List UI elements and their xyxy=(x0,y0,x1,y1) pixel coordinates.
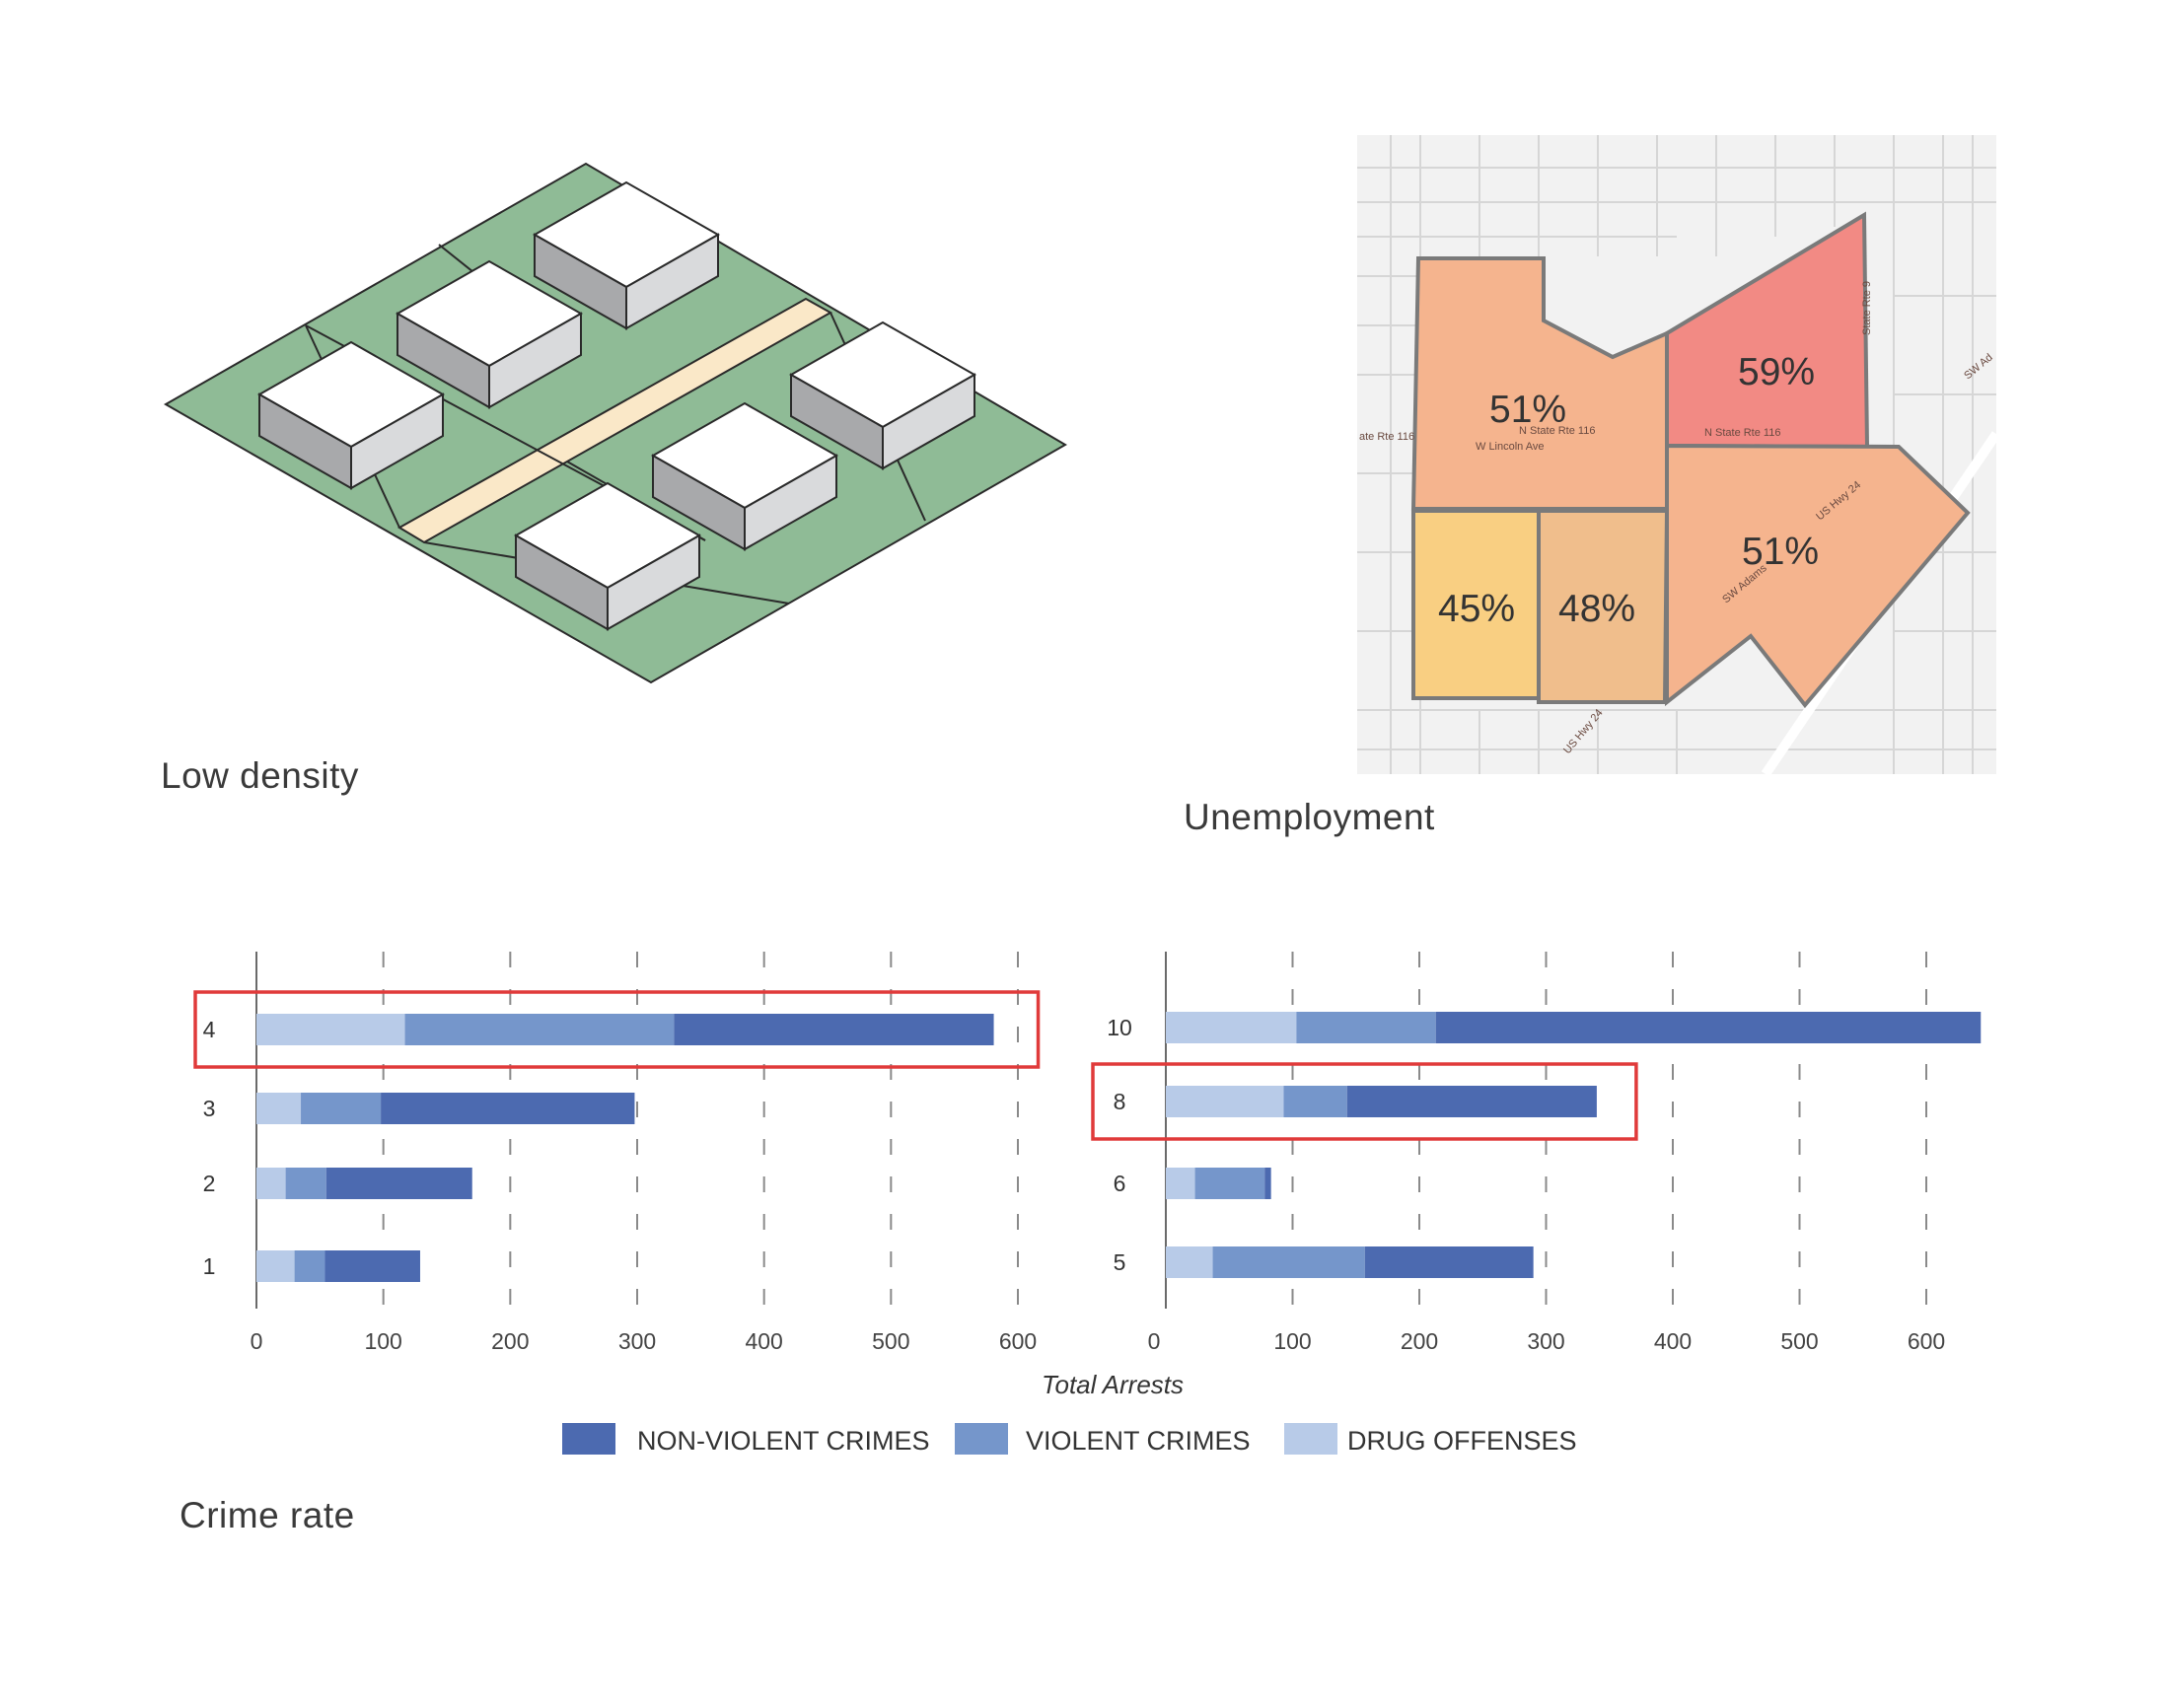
unemployment-map: 51% 59% 51% 45% 48% N State Rte 116 W Li… xyxy=(1357,135,2001,777)
x-tick-label: 100 xyxy=(1273,1328,1311,1354)
x-tick-label: 500 xyxy=(872,1328,909,1354)
x-tick-label: 100 xyxy=(364,1328,401,1354)
x-tick-label: 300 xyxy=(1527,1328,1564,1354)
bar-segment xyxy=(325,1250,420,1282)
x-tick-label: 400 xyxy=(745,1328,782,1354)
x-tick-label: 300 xyxy=(618,1328,656,1354)
building xyxy=(256,340,446,490)
zone-value: 45% xyxy=(1438,588,1515,630)
road-label: N State Rte 116 xyxy=(1519,425,1595,437)
x-tick-label: 0 xyxy=(1148,1328,1161,1354)
building xyxy=(395,259,584,409)
legend-label: DRUG OFFENSES xyxy=(1347,1426,1577,1456)
building xyxy=(650,401,839,551)
bar-segment xyxy=(1166,1012,1297,1043)
low-density-illustration xyxy=(163,162,1067,684)
legend-label: VIOLENT CRIMES xyxy=(1026,1426,1251,1456)
category-label: 3 xyxy=(203,1096,216,1121)
x-tick-label: 0 xyxy=(251,1328,263,1354)
x-tick-label: 200 xyxy=(491,1328,529,1354)
bar-segment xyxy=(256,1168,286,1199)
category-label: 4 xyxy=(203,1017,216,1042)
category-label: 10 xyxy=(1107,1015,1132,1040)
x-tick-label: 200 xyxy=(1401,1328,1438,1354)
bar-segment xyxy=(325,1168,472,1199)
bar-segment xyxy=(1166,1168,1195,1199)
x-tick-label: 600 xyxy=(999,1328,1037,1354)
road-label: W Lincoln Ave xyxy=(1476,441,1545,453)
x-axis-title: Total Arrests xyxy=(1042,1370,1184,1399)
x-tick-label: 600 xyxy=(1908,1328,1945,1354)
bar-segment xyxy=(1364,1246,1534,1278)
bar-segment xyxy=(256,1093,302,1124)
zone-value: 59% xyxy=(1738,351,1815,393)
category-label: 5 xyxy=(1114,1249,1126,1275)
bar-segment xyxy=(256,1250,295,1282)
bar-segment xyxy=(301,1093,382,1124)
zone-value: 51% xyxy=(1489,389,1566,431)
bar-segment xyxy=(674,1014,994,1045)
zone-south-central xyxy=(1537,509,1670,704)
crime-chart-left: 0 100 200 300 400 500 600 4 3 2 1 xyxy=(193,952,1041,1354)
building xyxy=(513,481,702,631)
building xyxy=(532,180,721,330)
bar-segment xyxy=(404,1014,675,1045)
category-label: 1 xyxy=(203,1253,216,1279)
legend-swatch xyxy=(1284,1423,1337,1455)
crime-chart-right: 0 100 200 300 400 500 600 10 8 6 5 xyxy=(1091,952,1982,1354)
legend: NON-VIOLENT CRIMES VIOLENT CRIMES DRUG O… xyxy=(562,1423,1577,1456)
bar-segment xyxy=(1166,1086,1284,1117)
bar-segment xyxy=(1296,1012,1436,1043)
crime-rate-caption: Crime rate xyxy=(180,1495,355,1535)
bar-segment xyxy=(1283,1086,1347,1117)
road-label: ate Rte 116 xyxy=(1359,431,1414,443)
bar-segment xyxy=(294,1250,325,1282)
highlight-box xyxy=(1091,1062,1638,1141)
bar-segment xyxy=(381,1093,635,1124)
zone-value: 51% xyxy=(1742,531,1819,573)
road-label: N State Rte 116 xyxy=(1704,427,1780,439)
bar-segment xyxy=(256,1014,405,1045)
unemployment-caption: Unemployment xyxy=(1184,797,1435,837)
building xyxy=(788,320,977,470)
density-caption: Low density xyxy=(161,755,359,796)
category-label: 2 xyxy=(203,1171,216,1196)
x-tick-label: 500 xyxy=(1780,1328,1818,1354)
legend-swatch xyxy=(562,1423,615,1455)
legend-swatch xyxy=(955,1423,1008,1455)
bar-segment xyxy=(1212,1246,1365,1278)
bar-segment xyxy=(285,1168,326,1199)
legend-label: NON-VIOLENT CRIMES xyxy=(637,1426,930,1456)
zone-value: 48% xyxy=(1558,588,1635,630)
category-label: 6 xyxy=(1114,1171,1126,1196)
x-tick-label: 400 xyxy=(1654,1328,1692,1354)
category-label: 8 xyxy=(1114,1089,1126,1114)
highlight-box xyxy=(193,990,1041,1069)
bar-segment xyxy=(1166,1246,1213,1278)
bar-segment xyxy=(1264,1168,1271,1199)
bar-segment xyxy=(1194,1168,1265,1199)
bar-segment xyxy=(1346,1086,1597,1117)
road-label: State Rte 9 xyxy=(1861,281,1873,335)
bar-segment xyxy=(1435,1012,1982,1043)
